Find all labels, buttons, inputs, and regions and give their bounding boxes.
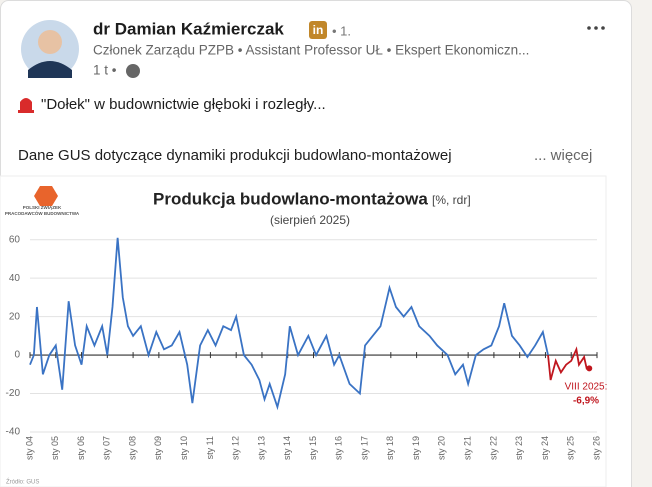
globe-icon — [126, 64, 140, 78]
y-tick-label: 60 — [9, 234, 21, 245]
x-tick-label: sty 15 — [308, 436, 318, 460]
see-more[interactable]: ... więcej — [534, 147, 592, 164]
in-badge — [309, 21, 327, 39]
x-tick-label: sty 13 — [256, 436, 266, 460]
logo-text: PRACODAWCÓW BUDOWNICTWA — [5, 209, 80, 216]
x-tick-label: sty 26 — [591, 436, 601, 460]
x-tick-label: sty 11 — [205, 436, 215, 459]
annotation: VIII 2025: — [565, 382, 608, 393]
x-tick-label: sty 10 — [179, 436, 189, 460]
y-tick-label: -20 — [6, 388, 21, 399]
logo — [34, 186, 58, 206]
last-point — [586, 365, 593, 372]
x-tick-label: sty 25 — [566, 436, 576, 460]
headline: Członek Zarządu PZPB • Assistant Profess… — [93, 43, 529, 58]
chart-title-unit: [%, rdr] — [432, 193, 471, 207]
menu-dot — [594, 26, 598, 30]
post-line-2: Dane GUS dotyczące dynamiki produkcji bu… — [18, 147, 452, 164]
author-name[interactable]: dr Damian Kaźmierczak — [93, 19, 284, 38]
x-tick-label: sty 23 — [514, 436, 524, 460]
logo-text: POLSKI ZWIĄZEK — [23, 205, 62, 210]
x-tick-label: sty 18 — [385, 436, 395, 460]
siren-emoji — [18, 98, 34, 113]
x-tick-label: sty 12 — [231, 436, 241, 460]
x-tick-label: sty 21 — [463, 436, 473, 460]
x-tick-label: sty 22 — [488, 436, 498, 460]
x-tick-label: sty 08 — [127, 436, 137, 460]
chart-subtitle: (sierpień 2025) — [270, 213, 350, 227]
avatar-face — [38, 30, 62, 54]
x-tick-label: sty 06 — [76, 436, 86, 460]
x-tick-label: sty 04 — [24, 436, 34, 460]
x-tick-label: sty 20 — [437, 436, 447, 460]
post-line-1: "Dołek" w budownictwie głęboki i rozległ… — [41, 96, 326, 113]
x-tick-label: sty 19 — [411, 436, 421, 460]
x-tick-label: sty 14 — [282, 436, 292, 460]
x-tick-label: sty 16 — [334, 436, 344, 460]
post-time: 1 t • — [93, 63, 117, 78]
connection-degree: • 1. — [332, 23, 351, 38]
x-tick-label: sty 24 — [540, 436, 550, 460]
y-tick-label: -40 — [6, 427, 21, 438]
avatar-suit — [28, 61, 72, 78]
series-line — [29, 237, 549, 411]
x-tick-label: sty 07 — [102, 436, 112, 460]
y-tick-label: 0 — [14, 350, 20, 361]
x-tick-label: sty 17 — [359, 436, 369, 460]
source: Źródło: GUS — [6, 479, 39, 486]
annotation: -6,9% — [573, 396, 599, 407]
chart-title: Produkcja budowlano-montażowa — [153, 189, 428, 208]
x-tick-label: sty 05 — [50, 436, 60, 460]
menu-dot[interactable] — [587, 26, 591, 30]
x-tick-label: sty 09 — [153, 436, 163, 460]
y-tick-label: 40 — [9, 273, 21, 284]
menu-dot — [601, 26, 605, 30]
badge-text: in — [313, 23, 324, 37]
y-tick-label: 20 — [9, 311, 21, 322]
series-line — [547, 346, 590, 381]
